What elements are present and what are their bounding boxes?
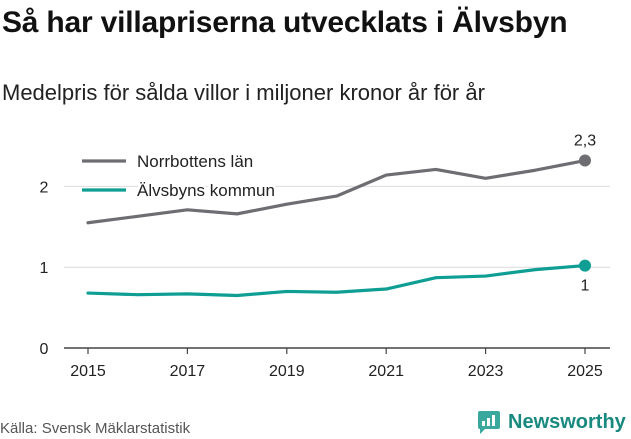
chart-subtitle: Medelpris för sålda villor i miljoner kr… — [2, 80, 485, 105]
legend-label-norrbotten: Norrbottens län — [137, 152, 253, 171]
chart-title: Så har villapriserna utvecklats i Älvsby… — [2, 6, 568, 39]
brand-name: Newsworthy — [508, 410, 626, 433]
x-tick-label-2025: 2025 — [567, 363, 603, 380]
y-tick-label-1: 1 — [40, 260, 49, 277]
x-tick-label-2019: 2019 — [269, 363, 305, 380]
source-note: Källa: Svensk Mäklarstatistik — [0, 420, 191, 437]
y-tick-label-0: 0 — [40, 341, 49, 358]
x-tick-label-2021: 2021 — [368, 363, 404, 380]
end-point-alvsbyn — [579, 259, 591, 272]
series-line-norrbotten — [86, 158, 587, 225]
legend-label-alvsbyn: Älvsbyns kommun — [137, 181, 275, 200]
x-tick-label-2023: 2023 — [468, 363, 504, 380]
x-tick-label-2015: 2015 — [70, 363, 106, 380]
y-tick-label-2: 2 — [40, 179, 49, 196]
x-tick-label-2017: 2017 — [170, 363, 206, 380]
series-line-alvsbyn — [86, 263, 587, 298]
end-point-norrbotten — [579, 154, 591, 167]
end-label-alvsbyn: 1 — [581, 278, 590, 295]
newsworthy-logo-icon — [478, 411, 500, 434]
end-label-norrbotten: 2,3 — [574, 133, 596, 150]
line-chart: 0 1 2 2015 2017 2019 2021 2023 2025 Norrbottens l… — [40, 133, 610, 380]
newsworthy-brand[interactable]: Newsworthy — [476, 407, 626, 437]
